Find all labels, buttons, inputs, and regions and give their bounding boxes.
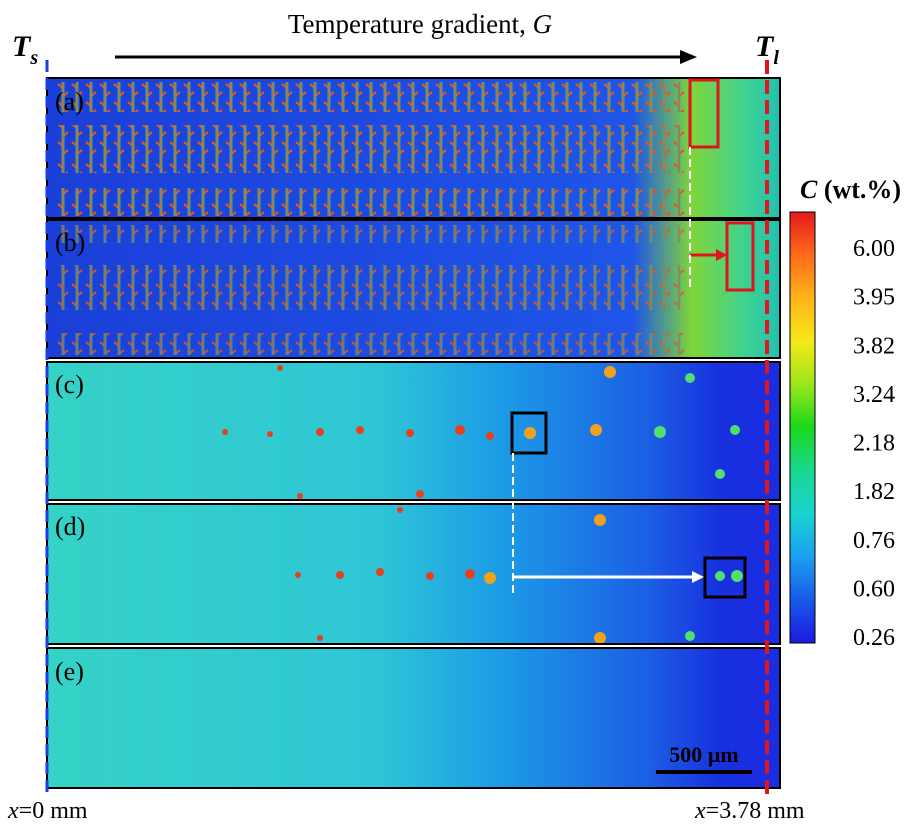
- solidus-label: Ts: [12, 30, 38, 69]
- panel-label: (d): [55, 512, 85, 541]
- colorbar-label: 6.00: [853, 236, 895, 262]
- colorbar-label: 0.26: [853, 625, 895, 651]
- panel-label: (e): [55, 657, 84, 686]
- colorbar-label: 0.60: [853, 576, 895, 602]
- colorbar-label: 3.82: [853, 333, 895, 359]
- x-left-label: x=0 mm: [7, 798, 88, 824]
- liquidus-label: Tl: [755, 30, 779, 69]
- panel-label: (c): [55, 370, 84, 399]
- panel-b: [46, 219, 781, 359]
- panel-label: (b): [55, 228, 85, 257]
- colorbar-label: 3.95: [853, 285, 895, 311]
- panel-a: [46, 77, 781, 219]
- colorbar: [789, 211, 816, 644]
- colorbar-title: C (wt.%): [800, 175, 901, 204]
- panel-labels: (a) (b) (c) (d) (e): [55, 87, 85, 686]
- colorbar-label: 0.76: [853, 528, 895, 554]
- panel-e: [46, 647, 781, 789]
- scale-bar-label: 500 µm: [669, 742, 739, 767]
- colorbar-label: 3.24: [853, 382, 895, 408]
- x-right-label: x=3.78 mm: [694, 798, 805, 824]
- panel-c: [46, 361, 781, 501]
- panel-d: [46, 503, 781, 645]
- colorbar-label: 2.18: [853, 431, 895, 457]
- gradient-label: Temperature gradient, G: [288, 9, 552, 39]
- arrow-head: [680, 50, 697, 64]
- colorbar-label: 1.82: [853, 479, 895, 505]
- panel-label: (a): [55, 87, 84, 116]
